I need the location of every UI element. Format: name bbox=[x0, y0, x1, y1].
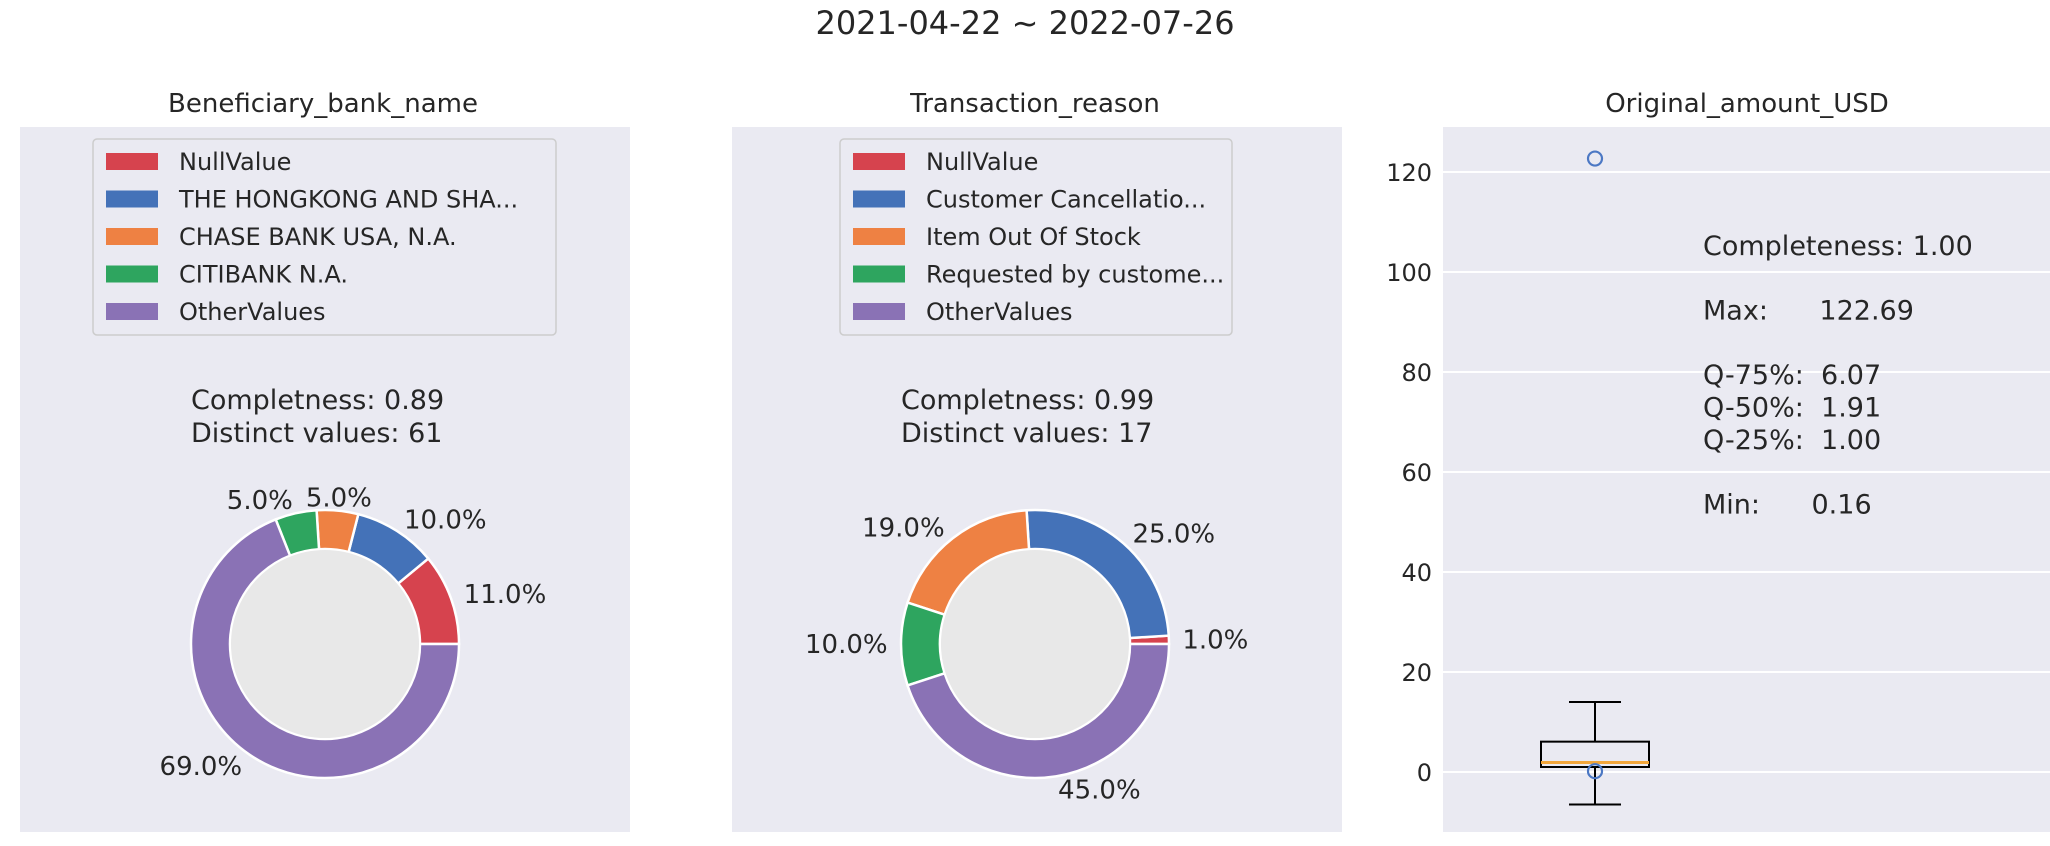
outlier-point bbox=[1586, 150, 1604, 167]
chart-title: Original_amount_USD bbox=[1605, 89, 1889, 119]
stats-text: Q-50%: 1.91 bbox=[1703, 393, 1881, 424]
y-tick-label: 20 bbox=[1401, 659, 1432, 687]
box-iqr bbox=[1540, 740, 1650, 769]
legend-frame bbox=[839, 138, 1233, 336]
legend-swatch bbox=[853, 153, 905, 170]
legend-label: Requested by custome... bbox=[926, 261, 1224, 289]
y-tick-label: 120 bbox=[1386, 159, 1432, 187]
pie-data-label: 10.0% bbox=[404, 506, 487, 536]
donut-hole bbox=[941, 550, 1129, 738]
legend: NullValue Customer Cancellatio... Item Out… bbox=[839, 138, 1233, 336]
pie-data-label: 11.0% bbox=[464, 580, 547, 610]
legend-label: OtherValues bbox=[179, 298, 326, 326]
legend-swatch bbox=[853, 190, 905, 208]
legend-swatch bbox=[106, 228, 158, 245]
y-tick-label: 40 bbox=[1401, 559, 1432, 587]
box-plot: Original_amount_USD 0 20 40 60 80 100 120 Comple… bbox=[1386, 89, 2050, 832]
pie-data-label: 5.0% bbox=[227, 486, 293, 516]
stats-text: Min: 0.16 bbox=[1703, 490, 1872, 521]
legend-swatch bbox=[106, 190, 158, 208]
legend-label: NullValue bbox=[179, 148, 291, 176]
legend-frame bbox=[92, 138, 557, 336]
legend-label: OtherValues bbox=[926, 298, 1073, 326]
pie-data-label: 5.0% bbox=[306, 483, 372, 513]
legend-swatch bbox=[106, 265, 158, 283]
legend-label: NullValue bbox=[926, 148, 1038, 176]
legend-label: THE HONGKONG AND SHA... bbox=[178, 186, 518, 214]
y-tick-label: 0 bbox=[1417, 759, 1432, 787]
legend-swatch bbox=[853, 265, 905, 283]
stats-text: Distinct values: 61 bbox=[191, 418, 442, 449]
page-title: 2021-04-22 ~ 2022-07-26 bbox=[815, 4, 1234, 42]
legend-swatch bbox=[106, 153, 158, 170]
legend-label: CHASE BANK USA, N.A. bbox=[179, 223, 457, 251]
stats-text: Distinct values: 17 bbox=[901, 418, 1152, 449]
legend: NullValue THE HONGKONG AND SHA... CHASE BA… bbox=[92, 138, 557, 336]
stats-text: Q-75%: 6.07 bbox=[1703, 360, 1881, 391]
pie-chart-1: Beneficiary_bank_name NullValue THE HONGKO… bbox=[20, 89, 630, 832]
pie-slice bbox=[189, 517, 461, 780]
chart-title: Beneficiary_bank_name bbox=[168, 89, 478, 119]
pie-data-label: 10.0% bbox=[805, 630, 888, 660]
pie-data-label: 25.0% bbox=[1132, 519, 1215, 549]
stats-text: Completeness: 1.00 bbox=[1703, 231, 1973, 262]
y-tick-label: 100 bbox=[1386, 259, 1432, 287]
pie-slice bbox=[899, 601, 947, 687]
legend-label: CITIBANK N.A. bbox=[179, 261, 348, 289]
legend-label: Customer Cancellatio... bbox=[926, 186, 1206, 214]
pie-slice bbox=[905, 642, 1171, 780]
box bbox=[1540, 701, 1650, 806]
legend-label: Item Out Of Stock bbox=[926, 223, 1141, 251]
pie-chart-2: Transaction_reason NullValue Customer Canc… bbox=[732, 89, 1342, 832]
pie-data-label: 69.0% bbox=[160, 752, 243, 782]
outlier-point bbox=[1586, 763, 1604, 780]
donut-hole bbox=[231, 550, 419, 738]
stats-text: Q-25%: 1.00 bbox=[1703, 425, 1881, 456]
pie-data-label: 1.0% bbox=[1182, 625, 1248, 655]
chart-title: Transaction_reason bbox=[909, 89, 1160, 119]
stats-text: Completness: 0.89 bbox=[191, 385, 444, 416]
plot-area bbox=[1443, 127, 2050, 832]
pie-data-label: 19.0% bbox=[862, 514, 945, 544]
y-tick-label: 80 bbox=[1401, 359, 1432, 387]
stats-text: Completness: 0.99 bbox=[901, 385, 1154, 416]
stats-text: Max: 122.69 bbox=[1703, 296, 1914, 327]
legend-swatch bbox=[853, 228, 905, 245]
y-tick-label: 60 bbox=[1401, 459, 1432, 487]
legend-swatch bbox=[853, 303, 905, 320]
pie-data-label: 45.0% bbox=[1058, 776, 1141, 806]
legend-swatch bbox=[106, 303, 158, 320]
